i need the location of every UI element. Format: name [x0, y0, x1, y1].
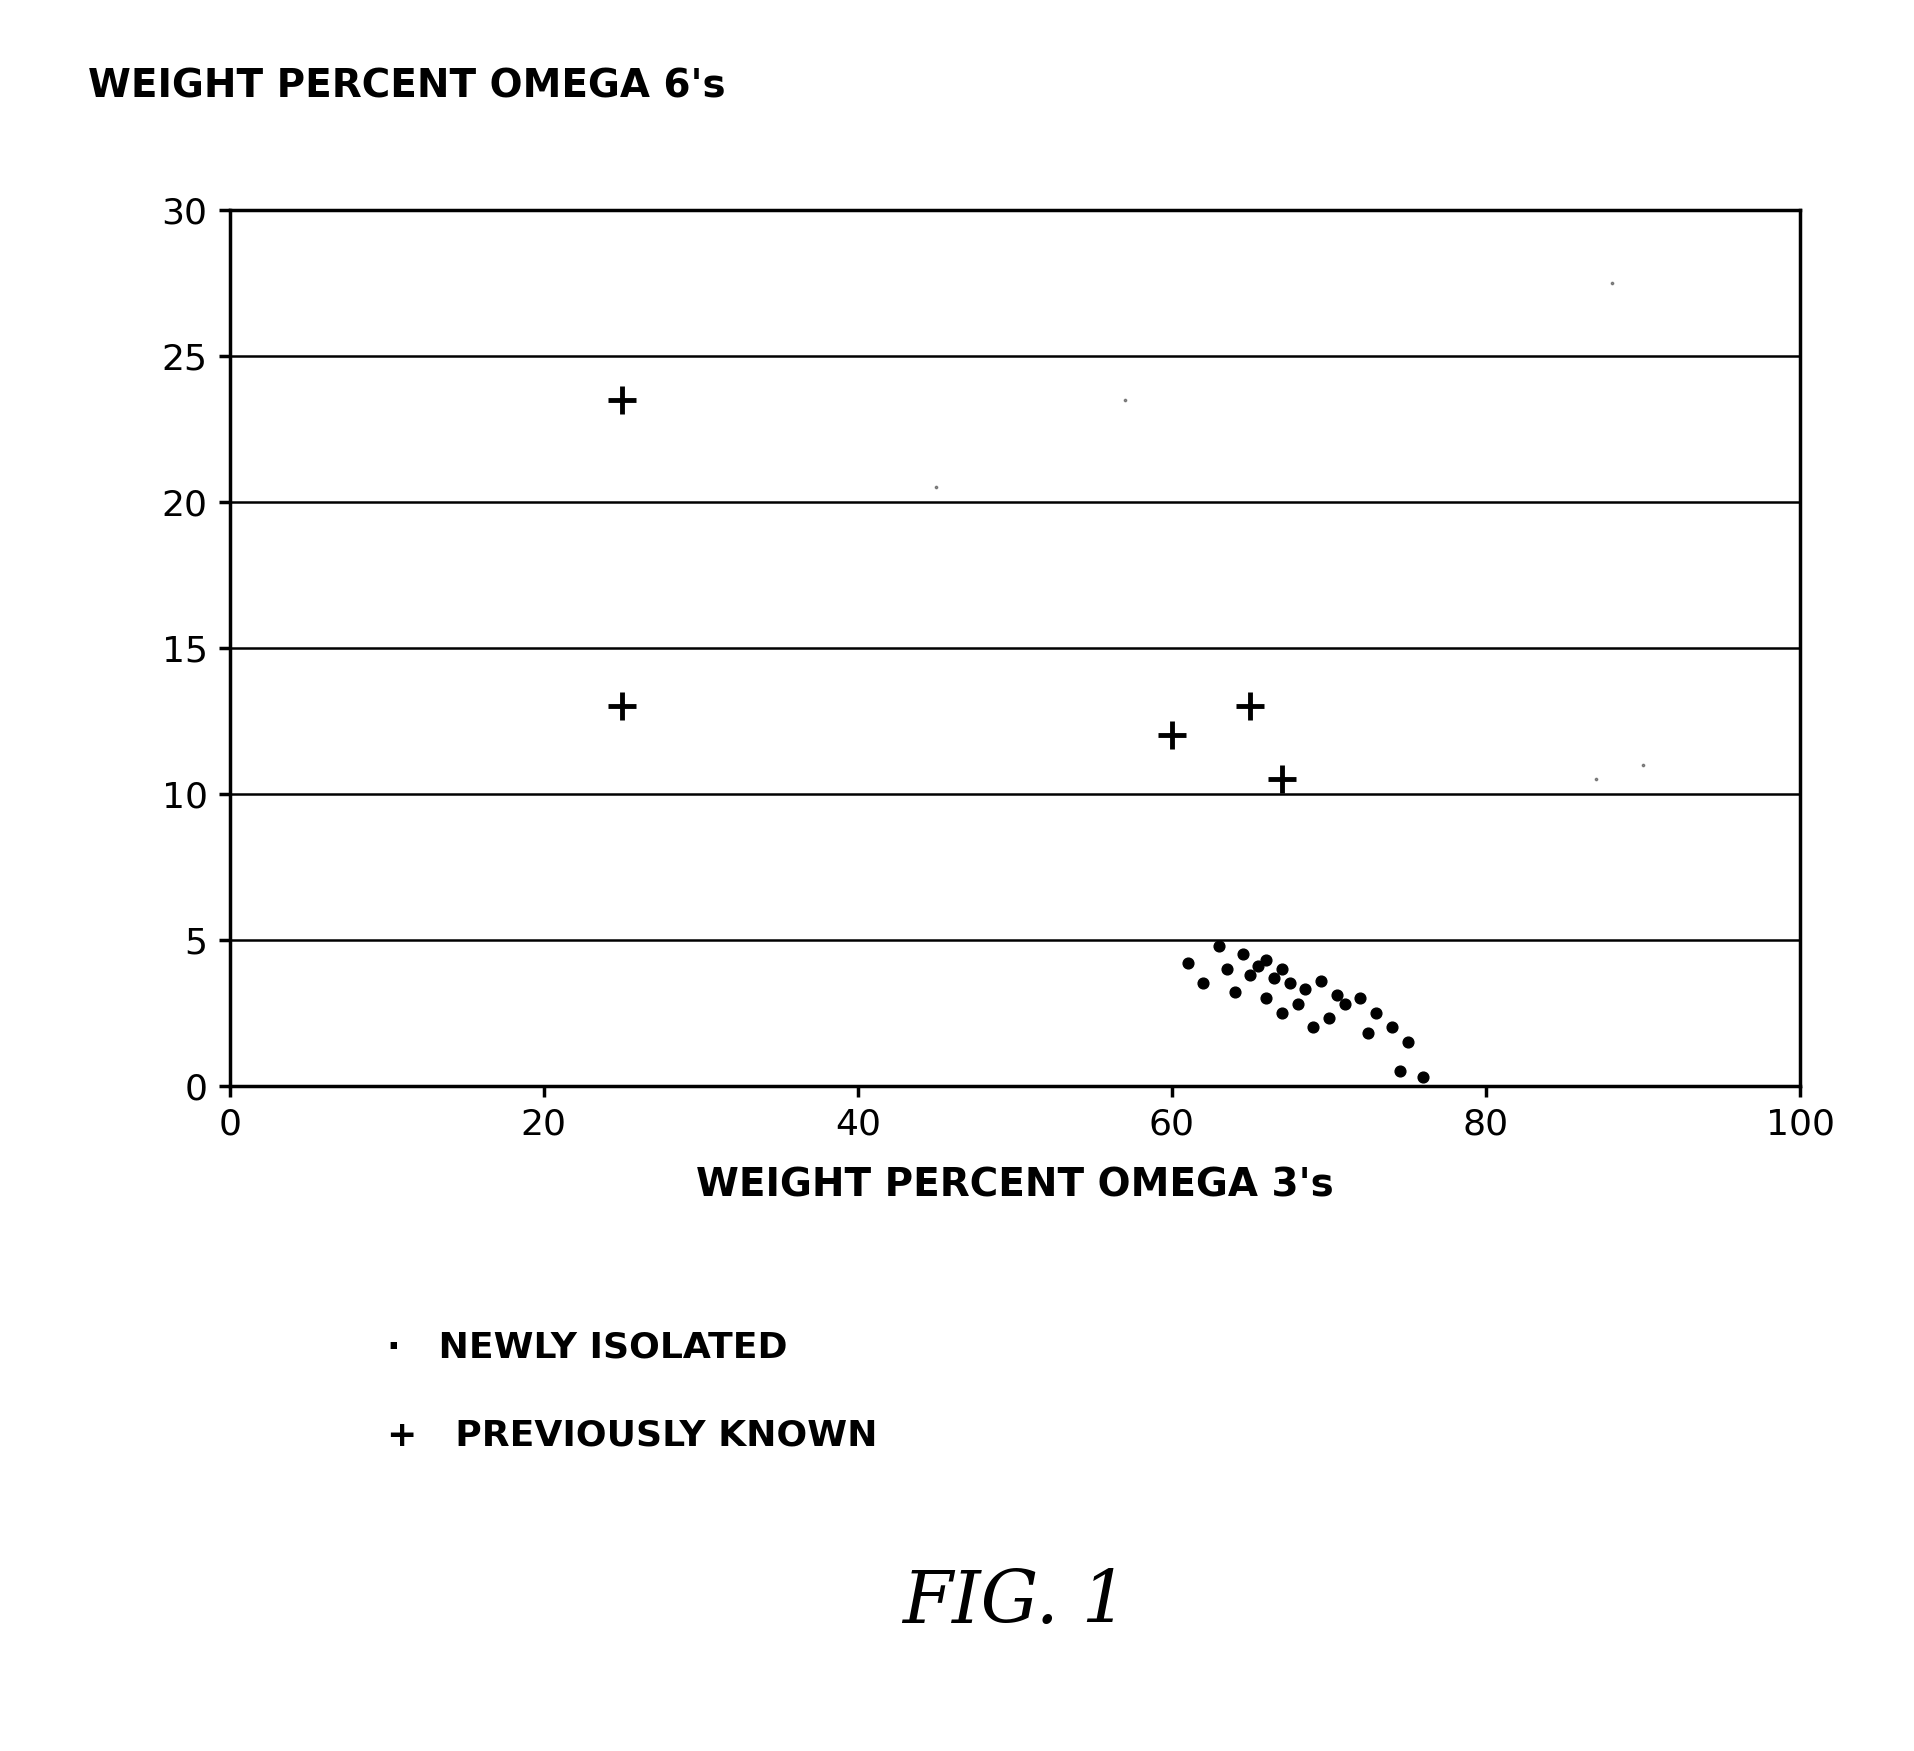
Point [1579, 765, 1610, 793]
Point [1242, 953, 1273, 981]
X-axis label: WEIGHT PERCENT OMEGA 3's: WEIGHT PERCENT OMEGA 3's [695, 1166, 1334, 1205]
Point [1171, 949, 1202, 977]
Point [1187, 970, 1217, 998]
Point [1212, 954, 1242, 982]
Point [1290, 975, 1321, 1003]
Point [1298, 1014, 1328, 1042]
Point [1384, 1058, 1414, 1086]
Point [1321, 981, 1351, 1009]
Point [1204, 932, 1235, 960]
Point [1282, 989, 1313, 1017]
Point [1250, 946, 1280, 974]
Text: WEIGHT PERCENT OMEGA 6's: WEIGHT PERCENT OMEGA 6's [88, 67, 725, 105]
Text: ·   NEWLY ISOLATED: · NEWLY ISOLATED [387, 1331, 787, 1364]
Point [1351, 1019, 1382, 1047]
Point [1275, 970, 1305, 998]
Point [1627, 751, 1658, 779]
Point [1391, 1028, 1422, 1056]
Point [1596, 270, 1627, 298]
Point [1219, 979, 1250, 1007]
Point [1361, 998, 1391, 1026]
Point [607, 692, 637, 720]
Point [1227, 940, 1257, 968]
Point [1407, 1063, 1437, 1091]
Point [1265, 998, 1296, 1026]
Point [1305, 967, 1336, 995]
Point [1156, 721, 1187, 749]
Point [1313, 1005, 1344, 1033]
Text: FIG. 1: FIG. 1 [901, 1567, 1127, 1637]
Point [921, 473, 951, 501]
Point [1265, 954, 1296, 982]
Point [1250, 984, 1280, 1012]
Text: +   PREVIOUSLY KNOWN: + PREVIOUSLY KNOWN [387, 1418, 877, 1452]
Point [1265, 765, 1296, 793]
Point [1344, 984, 1374, 1012]
Point [1235, 961, 1265, 989]
Point [1376, 1014, 1407, 1042]
Point [1257, 963, 1288, 991]
Point [1328, 989, 1359, 1017]
Point [1235, 692, 1265, 720]
Point [607, 385, 637, 413]
Point [1108, 385, 1139, 413]
